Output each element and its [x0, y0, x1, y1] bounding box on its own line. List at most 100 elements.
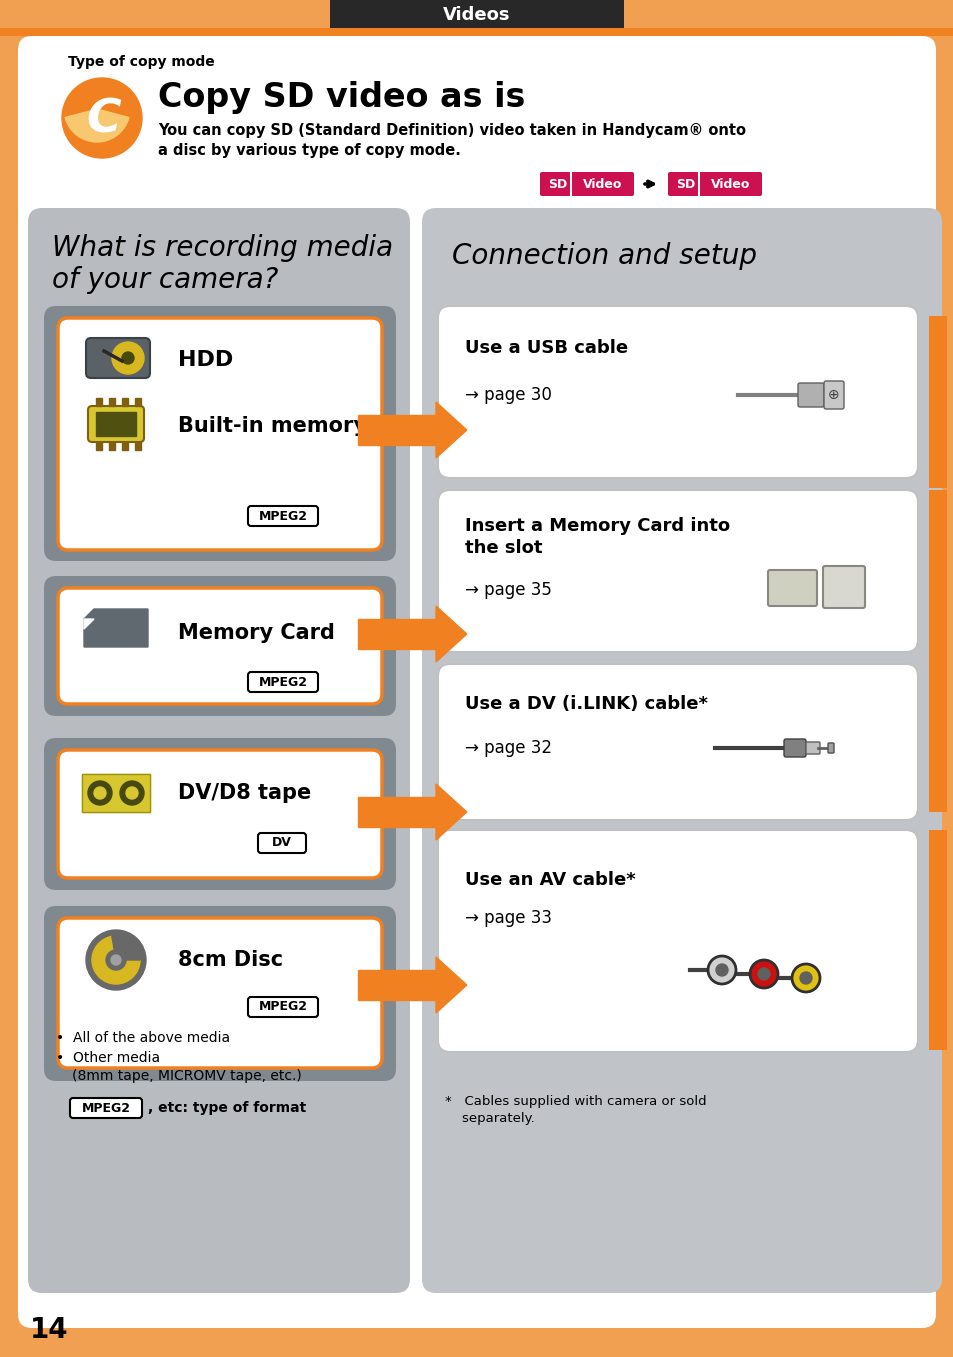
Text: •  Other media: • Other media — [56, 1052, 160, 1065]
FancyBboxPatch shape — [44, 906, 395, 1082]
Point — [787, 970, 799, 987]
Text: Type of copy mode: Type of copy mode — [68, 56, 214, 69]
Wedge shape — [91, 959, 140, 984]
Text: → page 32: → page 32 — [464, 740, 552, 757]
Text: You can copy SD (Standard Definition) video taken in Handycam® onto: You can copy SD (Standard Definition) vi… — [158, 122, 745, 137]
Bar — [569, 172, 572, 195]
FancyBboxPatch shape — [58, 750, 381, 878]
Bar — [928, 660, 946, 811]
Bar — [357, 970, 436, 1000]
FancyBboxPatch shape — [70, 1098, 142, 1118]
Bar — [109, 398, 115, 406]
Bar — [928, 316, 946, 489]
FancyBboxPatch shape — [437, 664, 917, 820]
Text: Connection and setup: Connection and setup — [452, 242, 757, 270]
Text: What is recording media: What is recording media — [52, 233, 393, 262]
FancyBboxPatch shape — [437, 305, 917, 478]
Text: MPEG2: MPEG2 — [258, 509, 307, 522]
Bar — [122, 442, 128, 451]
Text: MPEG2: MPEG2 — [258, 1000, 307, 1014]
Text: DV: DV — [272, 836, 292, 849]
Text: → page 35: → page 35 — [464, 581, 551, 598]
Bar — [357, 797, 436, 828]
Circle shape — [791, 963, 820, 992]
Bar — [96, 413, 136, 436]
Point — [98, 343, 110, 360]
Wedge shape — [112, 936, 140, 959]
Bar — [357, 415, 436, 445]
FancyBboxPatch shape — [28, 208, 410, 1293]
Text: → page 33: → page 33 — [464, 909, 552, 927]
Text: HDD: HDD — [178, 350, 233, 370]
FancyBboxPatch shape — [805, 742, 820, 754]
Text: 8cm Disc: 8cm Disc — [178, 950, 283, 970]
Polygon shape — [84, 609, 148, 647]
Polygon shape — [436, 607, 466, 662]
Point — [779, 740, 790, 756]
Text: •  All of the above media: • All of the above media — [56, 1031, 230, 1045]
FancyBboxPatch shape — [823, 381, 843, 408]
Circle shape — [758, 968, 769, 980]
Bar — [109, 442, 115, 451]
Text: Video: Video — [582, 178, 622, 190]
FancyBboxPatch shape — [44, 305, 395, 560]
Bar — [96, 398, 102, 406]
Point — [732, 387, 743, 403]
Text: of your camera?: of your camera? — [52, 266, 278, 294]
FancyBboxPatch shape — [58, 588, 381, 704]
Bar — [96, 442, 102, 451]
Text: *   Cables supplied with camera or sold: * Cables supplied with camera or sold — [444, 1095, 706, 1109]
Bar — [122, 398, 128, 406]
FancyBboxPatch shape — [421, 208, 941, 1293]
FancyBboxPatch shape — [88, 406, 144, 442]
Circle shape — [112, 342, 144, 375]
Circle shape — [707, 955, 735, 984]
Point — [116, 353, 128, 369]
Bar — [357, 619, 436, 650]
Text: C: C — [87, 98, 121, 142]
Bar — [82, 773, 150, 811]
Wedge shape — [65, 109, 129, 142]
Bar — [0, 28, 953, 37]
Circle shape — [88, 782, 112, 805]
Point — [811, 740, 822, 756]
FancyBboxPatch shape — [827, 744, 833, 753]
FancyBboxPatch shape — [539, 172, 634, 195]
Text: SD: SD — [676, 178, 695, 190]
Text: Copy SD video as is: Copy SD video as is — [158, 80, 525, 114]
Text: → page 30: → page 30 — [464, 385, 551, 404]
Point — [794, 387, 805, 403]
Point — [821, 740, 833, 756]
FancyBboxPatch shape — [437, 830, 917, 1052]
Text: Videos: Videos — [443, 5, 510, 24]
FancyBboxPatch shape — [248, 672, 317, 692]
FancyBboxPatch shape — [783, 740, 805, 757]
FancyBboxPatch shape — [86, 338, 150, 379]
Point — [683, 962, 695, 978]
Circle shape — [800, 972, 811, 984]
Line: 2 pts: 2 pts — [104, 351, 122, 361]
Circle shape — [86, 930, 146, 991]
Circle shape — [62, 77, 142, 157]
FancyBboxPatch shape — [767, 570, 816, 607]
Text: DV/D8 tape: DV/D8 tape — [178, 783, 311, 803]
FancyBboxPatch shape — [248, 506, 317, 527]
Bar — [928, 830, 946, 1050]
Circle shape — [111, 955, 121, 965]
Polygon shape — [436, 957, 466, 1012]
Text: a disc by various type of copy mode.: a disc by various type of copy mode. — [158, 142, 460, 157]
Point — [708, 740, 720, 756]
Text: Memory Card: Memory Card — [178, 623, 335, 643]
Text: ⊕: ⊕ — [827, 388, 839, 402]
FancyBboxPatch shape — [248, 997, 317, 1016]
FancyBboxPatch shape — [437, 490, 917, 651]
Bar — [82, 773, 150, 811]
Circle shape — [122, 351, 133, 364]
Bar — [698, 172, 700, 195]
Circle shape — [106, 950, 126, 970]
FancyBboxPatch shape — [18, 37, 935, 1329]
Wedge shape — [91, 936, 116, 959]
FancyBboxPatch shape — [797, 383, 823, 407]
Text: SD: SD — [548, 178, 567, 190]
FancyBboxPatch shape — [58, 318, 381, 550]
